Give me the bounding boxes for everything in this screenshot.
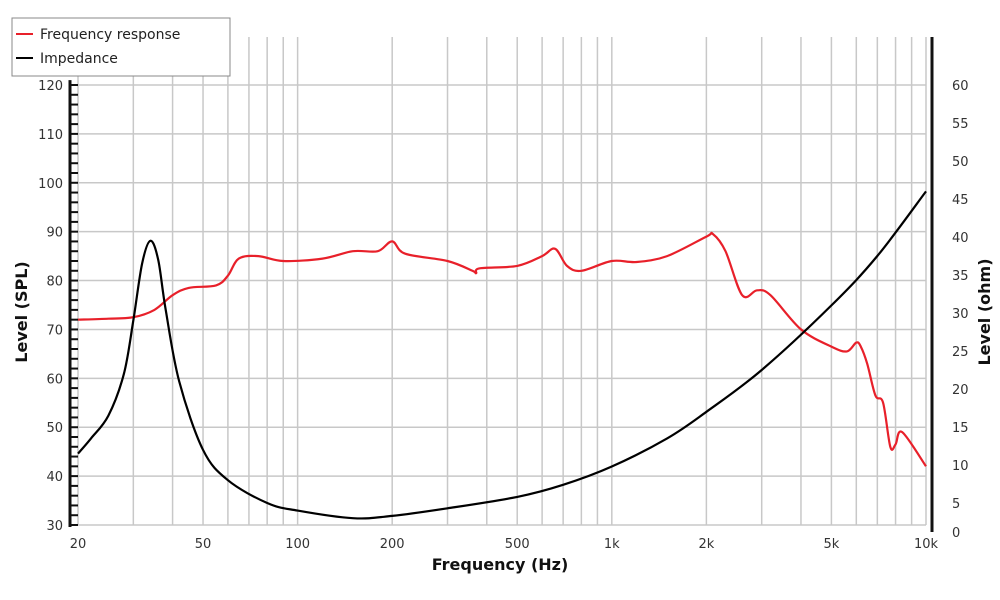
x-tick-label: 50 xyxy=(195,537,212,552)
y2-tick-label: 5 xyxy=(952,497,960,512)
x-tick-label: 2k xyxy=(698,537,714,552)
y-tick-label: 70 xyxy=(46,323,63,338)
x-tick-label: 500 xyxy=(505,537,530,552)
y2-tick-label: 0 xyxy=(952,526,960,541)
x-axis-label: Frequency (Hz) xyxy=(432,555,569,574)
y-axis-label: Level (SPL) xyxy=(12,261,31,362)
y2-tick-label: 15 xyxy=(952,421,969,436)
x-tick-label: 10k xyxy=(914,537,939,552)
x-tick-label: 20 xyxy=(70,537,87,552)
legend-box xyxy=(11,17,231,77)
y2-tick-label: 40 xyxy=(952,231,969,246)
y2-tick-label: 25 xyxy=(952,345,969,360)
y2-tick-label: 55 xyxy=(952,117,969,132)
y-tick-label: 50 xyxy=(46,421,63,436)
series-line-impedance xyxy=(77,190,927,520)
y2-axis-label: Level (ohm) xyxy=(975,258,994,365)
y2-tick-label: 20 xyxy=(952,383,969,398)
x-tick-label: 5k xyxy=(824,537,840,552)
y-tick-label: 90 xyxy=(46,226,63,241)
legend-label-impedance: Impedance xyxy=(40,51,118,67)
legend-label-frequency-response: Frequency response xyxy=(40,27,180,43)
y-tick-label: 120 xyxy=(38,79,63,94)
legend: Frequency response Impedance xyxy=(11,17,231,77)
y2-tick-label: 10 xyxy=(952,459,969,474)
y2-tick-label: 45 xyxy=(952,193,969,208)
y2-tick-label: 30 xyxy=(952,307,969,322)
y-tick-label: 60 xyxy=(46,372,63,387)
y-tick-label: 30 xyxy=(46,519,63,534)
series-line-frequency-response xyxy=(77,231,927,467)
y-tick-label: 100 xyxy=(38,177,63,192)
x-tick-label: 100 xyxy=(285,537,310,552)
y-tick-label: 80 xyxy=(46,275,63,290)
x-tick-label: 1k xyxy=(604,537,620,552)
y2-tick-label: 35 xyxy=(952,269,969,284)
y-tick-label: 110 xyxy=(38,128,63,143)
y2-tick-label: 60 xyxy=(952,79,969,94)
x-tick-label: 200 xyxy=(380,537,405,552)
y2-tick-label: 50 xyxy=(952,155,969,170)
grid xyxy=(72,37,927,526)
series-lines xyxy=(77,190,927,520)
y-tick-label: 40 xyxy=(46,470,63,485)
axes: 30 40 50 60 70 80 90 100 110 120 0 5 10 15 20 25 30 35 40 4… xyxy=(38,37,969,552)
